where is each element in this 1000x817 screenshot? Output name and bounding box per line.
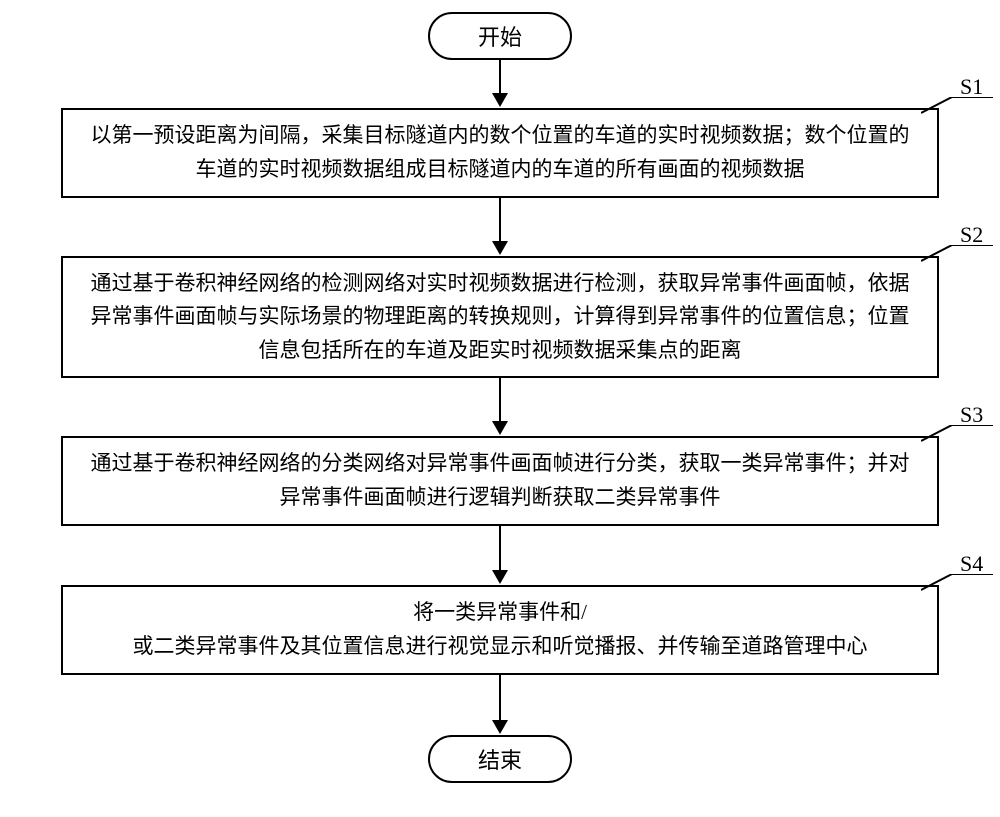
s4-label: S4 bbox=[960, 551, 983, 577]
start-node: 开始 bbox=[428, 12, 572, 60]
s1-text: 以第一预设距离为间隔，采集目标隧道内的数个位置的车道的实时视频数据；数个位置的车… bbox=[83, 119, 917, 186]
arrow-start-s1 bbox=[492, 60, 508, 107]
process-s3: 通过基于卷积神经网络的分类网络对异常事件画面帧进行分类，获取一类异常事件；并对异… bbox=[61, 436, 939, 526]
end-text: 结束 bbox=[478, 743, 522, 775]
arrow-s3-s4 bbox=[492, 526, 508, 584]
s4-text-line2: 或二类异常事件及其位置信息进行视觉显示和听觉播报、并传输至道路管理中心 bbox=[133, 630, 868, 664]
arrow-s4-end bbox=[492, 675, 508, 734]
arrow-s1-s2 bbox=[492, 198, 508, 255]
start-text: 开始 bbox=[478, 20, 522, 52]
s4-text-line1: 将一类异常事件和/ bbox=[413, 596, 587, 630]
process-s4: 将一类异常事件和/ 或二类异常事件及其位置信息进行视觉显示和听觉播报、并传输至道… bbox=[61, 585, 939, 675]
end-node: 结束 bbox=[428, 735, 572, 783]
s1-label: S1 bbox=[960, 74, 983, 100]
arrow-s2-s3 bbox=[492, 378, 508, 435]
s3-text: 通过基于卷积神经网络的分类网络对异常事件画面帧进行分类，获取一类异常事件；并对异… bbox=[83, 447, 917, 514]
process-s2: 通过基于卷积神经网络的检测网络对实时视频数据进行检测，获取异常事件画面帧，依据异… bbox=[61, 256, 939, 378]
process-s1: 以第一预设距离为间隔，采集目标隧道内的数个位置的车道的实时视频数据；数个位置的车… bbox=[61, 108, 939, 198]
flowchart-container: 开始 以第一预设距离为间隔，采集目标隧道内的数个位置的车道的实时视频数据；数个位… bbox=[0, 0, 1000, 817]
s3-label: S3 bbox=[960, 402, 983, 428]
s2-text: 通过基于卷积神经网络的检测网络对实时视频数据进行检测，获取异常事件画面帧，依据异… bbox=[83, 267, 917, 368]
s2-label: S2 bbox=[960, 222, 983, 248]
